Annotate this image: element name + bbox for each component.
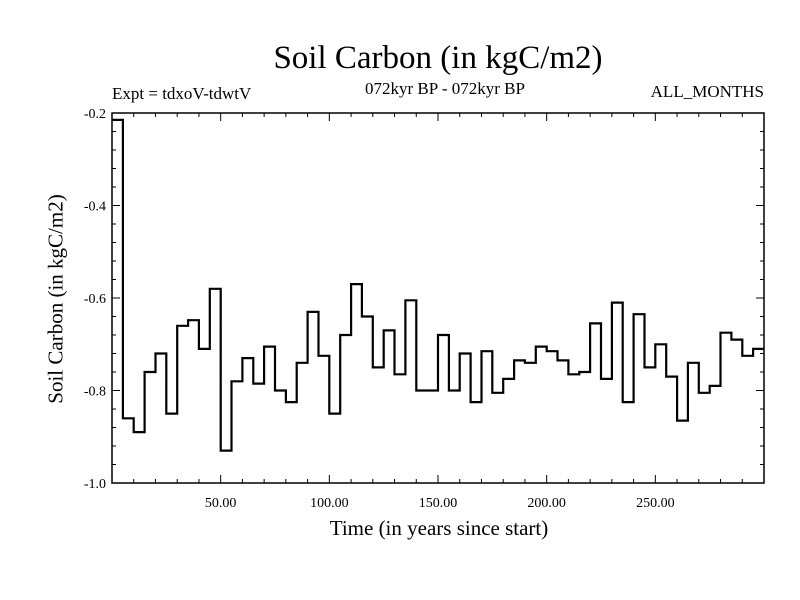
chart-title: Soil Carbon (in kgC/m2) bbox=[273, 40, 603, 76]
x-tick-label: 200.00 bbox=[527, 496, 566, 511]
y-tick-label: -0.4 bbox=[84, 200, 106, 215]
x-tick-label: 100.00 bbox=[310, 496, 349, 511]
tick-labels: 50.00 100.00 150.00 200.00 250.00 -1.0 -0.8 -0.… bbox=[84, 107, 675, 511]
axis-ticks bbox=[112, 113, 764, 483]
x-tick-label: 150.00 bbox=[419, 496, 458, 511]
x-tick-label: 50.00 bbox=[205, 496, 237, 511]
experiment-label: Expt = tdxoV-tdwtV bbox=[112, 84, 252, 103]
period-label: 072kyr BP - 072kyr BP bbox=[365, 79, 525, 98]
x-axis-label: Time (in years since start) bbox=[329, 516, 549, 540]
y-tick-label: -0.8 bbox=[84, 385, 106, 400]
x-tick-label: 250.00 bbox=[636, 496, 675, 511]
y-tick-label: -1.0 bbox=[84, 477, 106, 492]
series-line bbox=[112, 118, 764, 452]
y-tick-label: -0.2 bbox=[84, 107, 106, 122]
y-tick-label: -0.6 bbox=[84, 292, 106, 307]
months-label: ALL_MONTHS bbox=[650, 82, 764, 101]
